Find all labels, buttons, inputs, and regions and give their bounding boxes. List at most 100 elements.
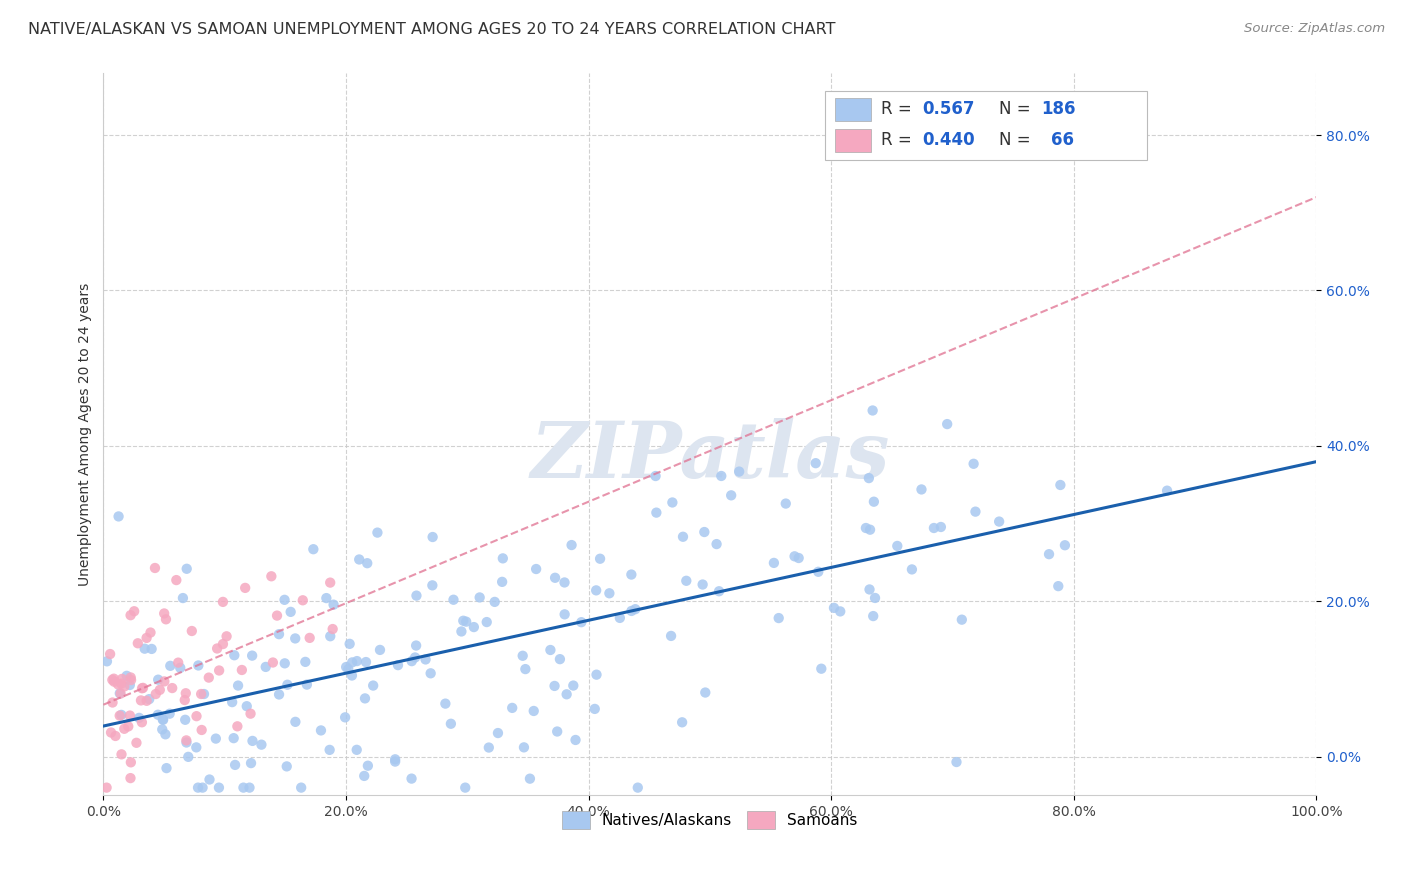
Point	[190, 687, 212, 701]
Point	[148, 673, 170, 687]
Point	[187, 658, 209, 673]
Point	[212, 595, 235, 609]
Point	[190, 723, 212, 737]
Point	[910, 483, 932, 497]
Point	[153, 607, 176, 621]
Point	[443, 592, 465, 607]
Point	[208, 664, 231, 678]
Point	[110, 747, 132, 762]
Point	[519, 772, 541, 786]
Point	[107, 677, 129, 691]
Point	[212, 637, 235, 651]
Point	[538, 643, 561, 657]
Text: 0.440: 0.440	[922, 131, 974, 149]
Point	[96, 780, 118, 795]
Point	[284, 632, 307, 646]
Point	[1156, 483, 1178, 498]
Point	[598, 586, 620, 600]
Point	[186, 740, 208, 755]
Point	[787, 551, 810, 566]
Point	[159, 658, 181, 673]
Y-axis label: Unemployment Among Ages 20 to 24 years: Unemployment Among Ages 20 to 24 years	[79, 283, 93, 586]
Point	[357, 758, 380, 772]
Point	[129, 693, 152, 707]
Point	[221, 695, 243, 709]
Point	[104, 729, 127, 743]
Point	[240, 648, 263, 663]
Point	[929, 520, 952, 534]
Point	[149, 682, 172, 697]
Point	[101, 673, 124, 687]
Point	[692, 577, 714, 591]
Point	[208, 780, 231, 795]
Point	[544, 571, 567, 585]
Point	[160, 681, 183, 695]
Point	[120, 670, 142, 684]
Point	[340, 656, 363, 670]
Point	[127, 636, 149, 650]
Point	[319, 575, 342, 590]
Point	[108, 708, 131, 723]
Point	[118, 708, 141, 723]
Point	[254, 660, 277, 674]
Point	[627, 780, 650, 795]
Point	[335, 660, 357, 674]
Point	[762, 556, 785, 570]
Point	[624, 602, 647, 616]
Text: NATIVE/ALASKAN VS SAMOAN UNEMPLOYMENT AMONG AGES 20 TO 24 YEARS CORRELATION CHAR: NATIVE/ALASKAN VS SAMOAN UNEMPLOYMENT AM…	[28, 22, 835, 37]
Point	[548, 652, 571, 666]
Point	[135, 631, 157, 645]
Point	[454, 780, 477, 795]
Point	[191, 780, 214, 795]
Point	[936, 417, 959, 431]
Point	[238, 780, 260, 795]
Point	[384, 755, 406, 769]
Point	[564, 733, 586, 747]
Text: ZIPatlas: ZIPatlas	[530, 417, 890, 494]
Point	[353, 769, 375, 783]
Point	[276, 759, 298, 773]
Text: 186: 186	[1040, 100, 1076, 118]
Point	[569, 615, 592, 630]
Point	[134, 641, 156, 656]
Point	[863, 591, 886, 605]
Point	[143, 561, 166, 575]
Point	[645, 506, 668, 520]
Point	[240, 756, 263, 770]
Point	[231, 663, 253, 677]
Point	[115, 669, 138, 683]
Point	[710, 469, 733, 483]
Point	[224, 758, 246, 772]
Point	[222, 731, 245, 746]
Text: R =: R =	[882, 100, 917, 118]
Point	[280, 605, 302, 619]
Point	[260, 569, 283, 583]
Point	[155, 727, 177, 741]
Point	[120, 608, 142, 623]
Point	[554, 575, 576, 590]
Point	[988, 515, 1011, 529]
Text: R =: R =	[882, 131, 917, 149]
Point	[276, 678, 298, 692]
Point	[101, 696, 124, 710]
Point	[131, 715, 153, 730]
Point	[671, 715, 693, 730]
Point	[609, 611, 631, 625]
Point	[707, 584, 730, 599]
Point	[131, 681, 153, 696]
Point	[290, 780, 312, 795]
Point	[1049, 478, 1071, 492]
Point	[107, 509, 129, 524]
Point	[98, 647, 121, 661]
Point	[205, 731, 228, 746]
Point	[554, 607, 576, 622]
Point	[266, 608, 288, 623]
Point	[112, 722, 135, 736]
Point	[555, 687, 578, 701]
Point	[284, 714, 307, 729]
Point	[96, 654, 118, 668]
Point	[318, 743, 340, 757]
Point	[484, 595, 506, 609]
Point	[155, 761, 177, 775]
Point	[205, 641, 228, 656]
